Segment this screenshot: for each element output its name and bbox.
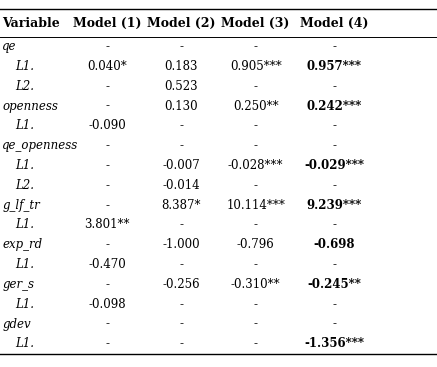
Text: gdev: gdev [2,317,31,331]
Text: -: - [253,179,258,192]
Text: -: - [332,218,336,232]
Text: 0.183: 0.183 [165,60,198,73]
Text: -: - [179,337,184,350]
Text: -: - [253,258,258,271]
Text: -: - [253,317,258,331]
Text: openness: openness [2,99,58,113]
Text: -: - [179,218,184,232]
Text: 0.250**: 0.250** [233,99,278,113]
Text: L1.: L1. [15,159,34,172]
Text: -: - [332,40,336,53]
Text: -0.796: -0.796 [237,238,274,251]
Text: -: - [179,317,184,331]
Text: L1.: L1. [15,119,34,132]
Text: 0.130: 0.130 [165,99,198,113]
Text: 0.957***: 0.957*** [307,60,362,73]
Text: -0.256: -0.256 [163,278,200,291]
Text: L1.: L1. [15,298,34,311]
Text: -: - [332,258,336,271]
Text: Model (1): Model (1) [73,17,141,30]
Text: L1.: L1. [15,337,34,350]
Text: -: - [332,298,336,311]
Text: 10.114***: 10.114*** [226,199,285,212]
Text: -: - [332,80,336,93]
Text: Model (2): Model (2) [147,17,215,30]
Text: -: - [105,80,109,93]
Text: -: - [253,119,258,132]
Text: 9.239***: 9.239*** [307,199,362,212]
Text: -: - [105,99,109,113]
Text: -: - [253,80,258,93]
Text: -: - [332,139,336,152]
Text: -: - [253,298,258,311]
Text: -0.014: -0.014 [163,179,200,192]
Text: -: - [105,238,109,251]
Text: -: - [105,317,109,331]
Text: -: - [253,218,258,232]
Text: L2.: L2. [15,80,34,93]
Text: -0.245**: -0.245** [307,278,361,291]
Text: 0.040*: 0.040* [87,60,127,73]
Text: -: - [253,139,258,152]
Text: -: - [253,40,258,53]
Text: -0.098: -0.098 [88,298,126,311]
Text: Variable: Variable [2,17,60,30]
Text: -: - [253,337,258,350]
Text: -: - [105,278,109,291]
Text: ger_s: ger_s [2,278,34,291]
Text: L1.: L1. [15,258,34,271]
Text: -0.310**: -0.310** [231,278,281,291]
Text: 0.242***: 0.242*** [307,99,362,113]
Text: -: - [105,159,109,172]
Text: -: - [179,298,184,311]
Text: Model (3): Model (3) [222,17,290,30]
Text: -: - [179,139,184,152]
Text: g_lf_tr: g_lf_tr [2,199,40,212]
Text: Model (4): Model (4) [300,17,368,30]
Text: -0.007: -0.007 [163,159,200,172]
Text: L2.: L2. [15,179,34,192]
Text: qe_openness: qe_openness [2,139,78,152]
Text: -0.029***: -0.029*** [304,159,364,172]
Text: -1.000: -1.000 [163,238,200,251]
Text: -: - [179,119,184,132]
Text: -0.028***: -0.028*** [228,159,284,172]
Text: -0.090: -0.090 [88,119,126,132]
Text: 3.801**: 3.801** [84,218,130,232]
Text: 8.387*: 8.387* [162,199,201,212]
Text: L1.: L1. [15,218,34,232]
Text: L1.: L1. [15,60,34,73]
Text: -: - [105,337,109,350]
Text: -: - [179,258,184,271]
Text: -1.356***: -1.356*** [304,337,364,350]
Text: 0.523: 0.523 [165,80,198,93]
Text: qe: qe [2,40,17,53]
Text: -: - [105,139,109,152]
Text: -: - [179,40,184,53]
Text: -: - [105,40,109,53]
Text: -: - [105,179,109,192]
Text: -: - [105,199,109,212]
Text: -: - [332,119,336,132]
Text: exp_rd: exp_rd [2,238,42,251]
Text: -0.470: -0.470 [88,258,126,271]
Text: 0.905***: 0.905*** [230,60,281,73]
Text: -0.698: -0.698 [314,238,355,251]
Text: -: - [332,179,336,192]
Text: -: - [332,317,336,331]
